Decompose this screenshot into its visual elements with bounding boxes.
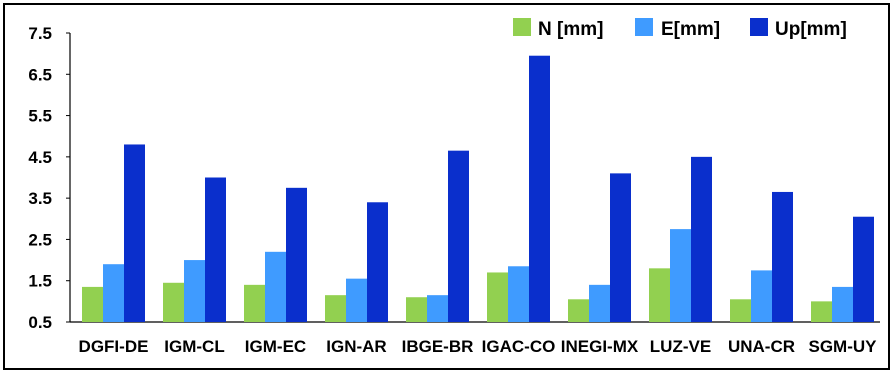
x-category-labels: DGFI-DE IGM-CL IGM-EC IGN-AR IBGE-BR IGAC-CO I…	[79, 337, 878, 356]
x-category-label: IBGE-BR	[402, 337, 474, 356]
x-category-label: SGM-UY	[809, 337, 878, 356]
y-tick-label: 0.5	[28, 313, 52, 332]
bar	[244, 284, 265, 322]
y-tick-label: 4.5	[28, 148, 52, 167]
bar	[649, 268, 670, 322]
bar	[811, 301, 832, 322]
bar	[325, 295, 346, 322]
x-category-label: DGFI-DE	[79, 337, 149, 356]
legend-swatch	[635, 18, 653, 36]
bar	[568, 299, 589, 322]
y-tick-label: 2.5	[28, 230, 52, 249]
y-tick-label: 5.5	[28, 107, 52, 126]
y-tick-label: 3.5	[28, 189, 52, 208]
bar	[367, 202, 388, 322]
bar	[124, 144, 145, 322]
bar	[265, 251, 286, 322]
bar	[730, 299, 751, 322]
bar	[406, 297, 427, 322]
x-category-label: UNA-CR	[728, 337, 795, 356]
legend-label: N [mm]	[538, 19, 603, 40]
bar	[487, 272, 508, 322]
bar	[751, 270, 772, 322]
x-category-label: IGAC-CO	[482, 337, 556, 356]
y-tick-label: 1.5	[28, 272, 52, 291]
bar	[427, 295, 448, 322]
bar	[286, 187, 307, 322]
bar	[529, 55, 550, 322]
bar	[853, 216, 874, 322]
x-category-label: LUZ-VE	[650, 337, 711, 356]
bar	[832, 286, 853, 322]
y-tick-labels: 7.5 6.5 5.5 4.5 3.5 2.5 1.5 0.5	[28, 24, 70, 332]
bar	[346, 278, 367, 322]
legend: N [mm] E[mm] Up[mm]	[513, 18, 847, 40]
bar	[163, 282, 184, 322]
x-category-label: IGM-CL	[164, 337, 224, 356]
y-tick-label: 7.5	[28, 24, 52, 43]
bar	[670, 229, 691, 322]
legend-swatch	[513, 18, 531, 36]
bar	[772, 191, 793, 322]
bar	[610, 173, 631, 322]
bar	[589, 284, 610, 322]
bar	[82, 286, 103, 322]
bar	[448, 150, 469, 322]
y-tick-label: 6.5	[28, 65, 52, 84]
bar	[184, 260, 205, 322]
bar	[205, 177, 226, 322]
legend-label: E[mm]	[661, 19, 720, 40]
bar	[508, 266, 529, 322]
x-category-label: INEGI-MX	[561, 337, 639, 356]
legend-swatch	[750, 18, 768, 36]
x-category-label: IGN-AR	[326, 337, 386, 356]
bar	[691, 156, 712, 322]
legend-label: Up[mm]	[775, 19, 847, 40]
bar	[103, 264, 124, 322]
bars	[82, 55, 874, 322]
x-category-label: IGM-EC	[245, 337, 306, 356]
